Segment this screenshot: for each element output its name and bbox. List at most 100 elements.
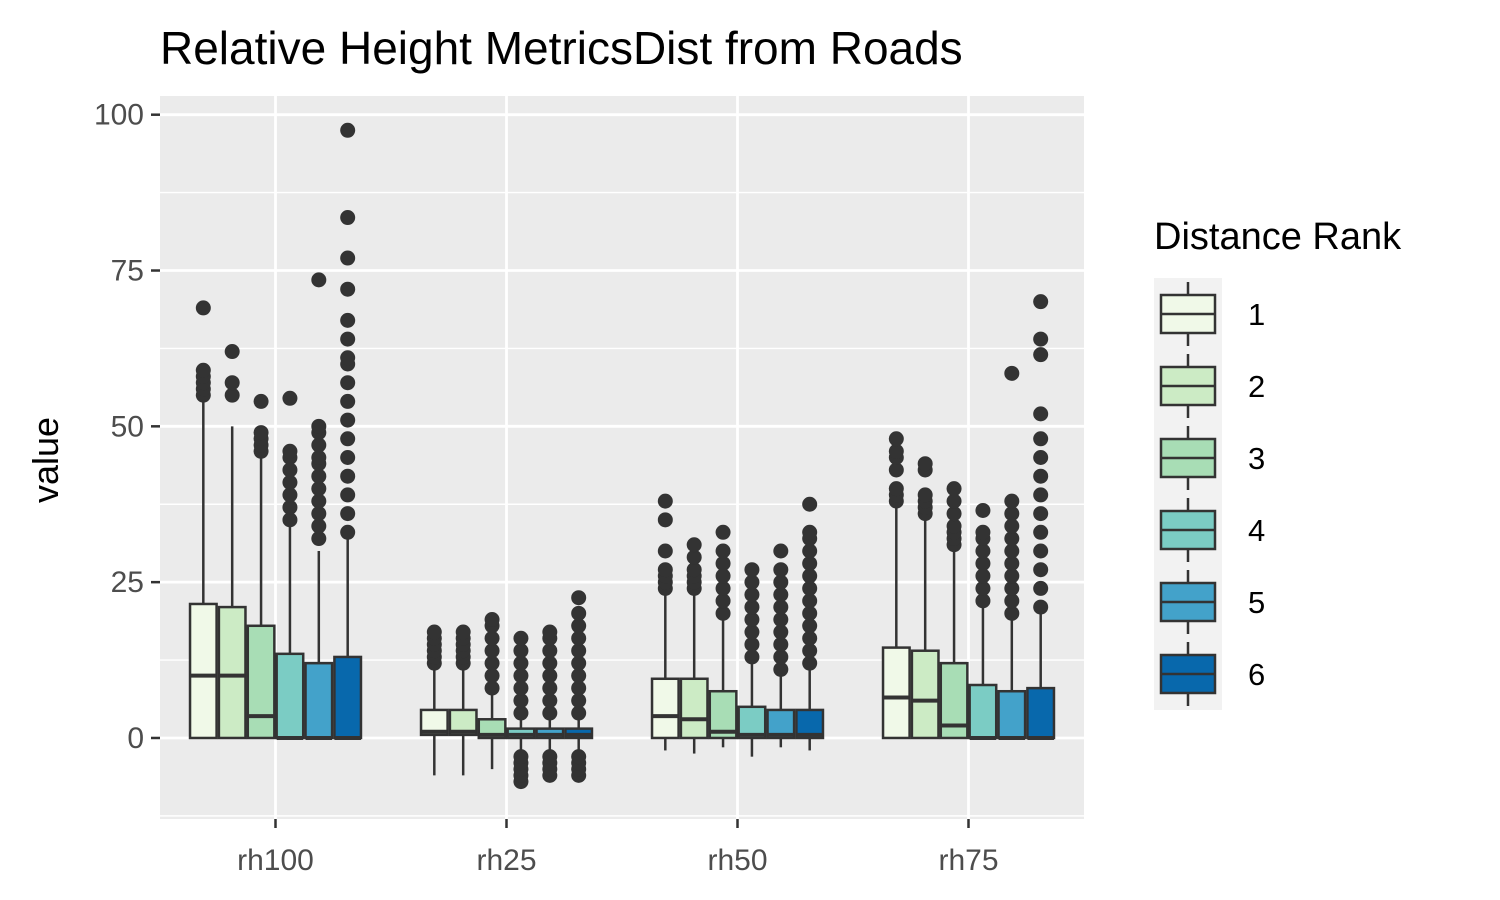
y-tick-label: 0 — [127, 722, 144, 755]
outlier-point — [1033, 543, 1049, 559]
box-body — [188, 602, 218, 740]
outlier-point — [1004, 493, 1020, 509]
outlier-point — [311, 437, 327, 453]
y-tick-label: 50 — [111, 410, 144, 443]
outlier-point — [1033, 468, 1049, 484]
outlier-point — [773, 649, 789, 665]
outlier-point — [513, 680, 529, 696]
box-rh25-rank-4 — [506, 630, 536, 790]
outlier-point — [282, 443, 298, 459]
outlier-point — [224, 344, 240, 360]
outlier-point — [340, 431, 356, 447]
legend-item-5: 5 — [1154, 566, 1265, 638]
outlier-point — [1004, 580, 1020, 596]
outlier-point — [773, 636, 789, 652]
outlier-point — [1004, 506, 1020, 522]
box-body — [275, 652, 305, 740]
outlier-point — [195, 300, 211, 316]
outlier-point — [773, 624, 789, 640]
outlier-point — [224, 375, 240, 391]
legend-item-2: 2 — [1154, 350, 1265, 422]
outlier-point — [340, 350, 356, 366]
outlier-point — [1033, 487, 1049, 503]
outlier-point — [1033, 294, 1049, 310]
box-rh75-rank-5 — [997, 365, 1027, 740]
outlier-point — [571, 643, 587, 659]
outlier-point — [513, 705, 529, 721]
outlier-point — [888, 443, 904, 459]
outlier-point — [571, 705, 587, 721]
outlier-point — [311, 468, 327, 484]
outlier-point — [773, 587, 789, 603]
box-rh50-rank-5 — [766, 543, 796, 748]
outlier-point — [802, 524, 818, 540]
outlier-point — [1033, 580, 1049, 596]
outlier-point — [311, 481, 327, 497]
outlier-point — [1033, 562, 1049, 578]
box-body — [997, 689, 1027, 740]
outlier-point — [311, 418, 327, 434]
outlier-point — [802, 593, 818, 609]
box-rh50-rank-3 — [708, 524, 738, 748]
outlier-point — [773, 543, 789, 559]
outlier-point — [340, 524, 356, 540]
outlier-point — [802, 580, 818, 596]
box-body — [881, 646, 911, 740]
outlier-point — [513, 643, 529, 659]
outlier-point — [975, 555, 991, 571]
box-rh100-rank-3 — [246, 393, 276, 740]
outlier-point — [571, 605, 587, 621]
box-rh100-rank-5 — [304, 272, 334, 740]
x-tick-label: rh100 — [237, 844, 314, 877]
outlier-point — [1033, 450, 1049, 465]
box-body — [333, 655, 363, 740]
outlier-point — [542, 668, 558, 684]
outlier-point — [946, 493, 962, 509]
outlier-point — [311, 506, 327, 522]
outlier-point — [311, 518, 327, 534]
outlier-point — [571, 590, 587, 606]
outlier-point — [484, 655, 500, 671]
outlier-point — [657, 562, 673, 578]
box-body — [217, 605, 247, 740]
box-body — [1026, 686, 1056, 740]
outlier-point — [571, 668, 587, 684]
outlier-point — [282, 390, 298, 406]
legend: 1 2 3 4 5 6 — [1154, 278, 1265, 710]
outlier-point — [340, 375, 356, 391]
y-tick-label: 25 — [111, 566, 144, 599]
outlier-point — [571, 749, 587, 765]
outlier-point — [513, 693, 529, 709]
outlier-point — [657, 543, 673, 559]
outlier-point — [1004, 593, 1020, 609]
outlier-point — [1004, 531, 1020, 547]
outlier-point — [715, 543, 731, 559]
outlier-point — [571, 680, 587, 696]
box-rh100-rank-2 — [217, 344, 247, 740]
box-rh50-rank-1 — [650, 493, 680, 751]
outlier-point — [1004, 568, 1020, 584]
legend-item-3: 3 — [1154, 422, 1265, 494]
outlier-point — [542, 705, 558, 721]
outlier-point — [773, 661, 789, 677]
box-rh50-rank-6 — [795, 496, 825, 751]
outlier-point — [657, 493, 673, 509]
outlier-point — [715, 580, 731, 596]
y-axis: 0 25 50 75 100 — [94, 99, 160, 755]
outlier-point — [744, 599, 760, 615]
box-rh50-rank-2 — [679, 537, 709, 754]
box-body — [650, 677, 680, 740]
outlier-point — [484, 643, 500, 659]
outlier-point — [1004, 365, 1020, 381]
outlier-point — [340, 412, 356, 428]
outlier-point — [340, 281, 356, 297]
legend-label: 2 — [1248, 369, 1265, 404]
box-rh100-rank-6 — [333, 122, 363, 740]
outlier-point — [542, 643, 558, 659]
legend-label: 6 — [1248, 657, 1265, 692]
outlier-point — [1004, 543, 1020, 559]
outlier-point — [802, 543, 818, 559]
outlier-point — [802, 655, 818, 671]
legend-item-1: 1 — [1154, 278, 1265, 350]
chart-title: Relative Height MetricsDist from Roads — [160, 22, 963, 74]
